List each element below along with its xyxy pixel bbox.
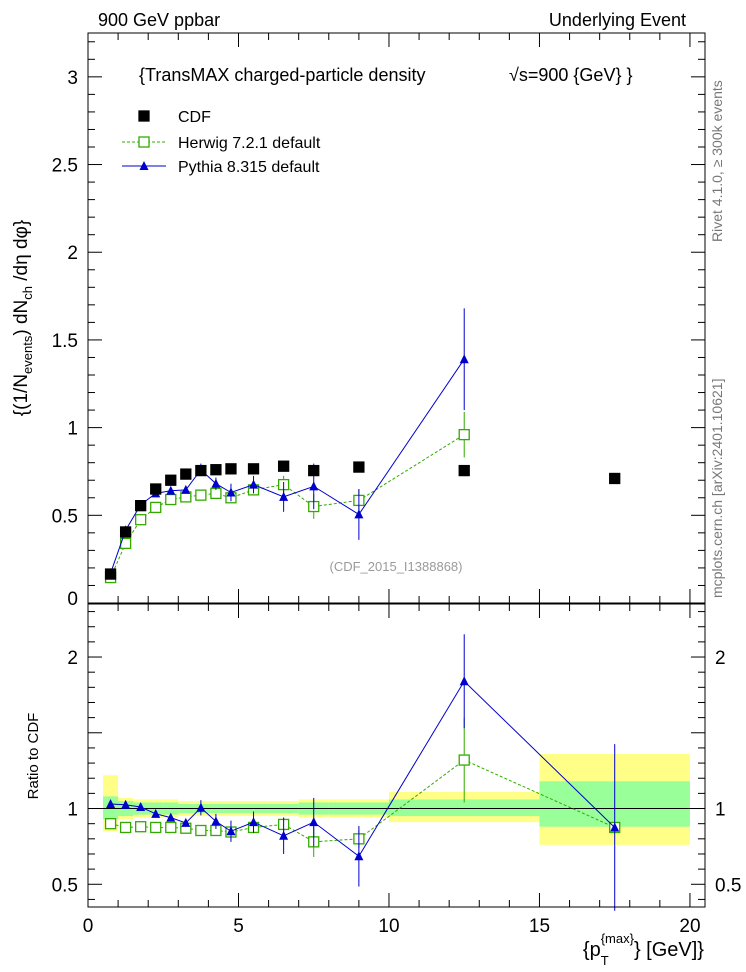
ratio-ylabel: Ratio to CDF [25, 713, 42, 800]
main-cdf-point [247, 463, 260, 475]
main-pythia-point [166, 485, 176, 495]
ratio-ytick-label-right: 0.5 [715, 875, 741, 896]
ratio-ytick-label: 2 [67, 648, 78, 669]
ratio-herwig-point [150, 821, 162, 834]
main-ytick-label: 0.5 [52, 506, 78, 527]
ratio-xtick-label: 0 [83, 916, 94, 937]
main-pythia-point [181, 484, 191, 494]
ratio-herwig-point [458, 754, 470, 766]
ratio-pythia-point [211, 816, 221, 826]
ratio-xtick-label: 5 [233, 916, 244, 937]
ratio-pythia-point [151, 808, 161, 818]
main-ytick-label: 3 [67, 68, 78, 89]
ratio-herwig-point [165, 821, 177, 834]
main-axes: 0.5 1 1.5 2 2.5 3 0 [52, 33, 705, 610]
ratio-pythia-point [196, 802, 206, 812]
main-cdf-point [104, 568, 117, 580]
legend-pythia-label: Pythia 8.315 default [178, 159, 320, 176]
ratio-panel-frame [87, 603, 706, 908]
main-ytick-label-zero: 0 [67, 589, 78, 610]
main-ylabel: {(1/Nevents) dNch /dη dφ} [11, 220, 35, 416]
ratio-pythia-point [249, 817, 259, 827]
main-data-layer [104, 308, 621, 584]
ratio-pythia-point [106, 798, 116, 808]
main-title: {TransMAX charged-particle density [139, 65, 425, 85]
main-cdf-point [150, 483, 162, 495]
main-pythia-point [309, 481, 319, 491]
analysis-id: (CDF_2015_I1388868) [330, 559, 463, 574]
main-cdf-point [135, 500, 147, 512]
x-axis-label: {pT{max}} [GeV]} [583, 931, 704, 968]
main-cdf-point [308, 464, 320, 477]
main-cdf-point [180, 468, 192, 480]
main-cdf-point [225, 463, 237, 475]
main-pythia-point [459, 354, 469, 364]
main-cdf-point [458, 464, 470, 477]
ratio-herwig-point [104, 818, 117, 830]
ratio-xtick-label: 20 [679, 916, 700, 937]
main-pythia-point [226, 487, 236, 497]
main-ytick-label: 1.5 [52, 331, 78, 352]
ratio-data-layer [104, 634, 621, 911]
main-pythia-point [354, 509, 364, 519]
main-herwig-point [195, 489, 207, 501]
ratio-pythia-point [279, 830, 289, 840]
main-herwig-line [110, 434, 465, 578]
ratio-ytick-label-right: 1 [715, 800, 726, 821]
main-cdf-point [119, 526, 132, 538]
header-right: Underlying Event [549, 10, 686, 30]
ratio-pythia-point [166, 812, 176, 822]
main-cdf-point [195, 464, 207, 477]
legend-pythia-marker [139, 161, 149, 170]
main-ytick-label: 2 [67, 243, 78, 264]
ratio-herwig-point [195, 824, 207, 837]
main-cdf-point [353, 461, 365, 473]
rivet-label: Rivet 4.1.0, ≥ 300k events [709, 80, 725, 242]
main-cdf-point [277, 460, 290, 472]
ratio-pythia-point [181, 817, 191, 827]
main-herwig-point [135, 514, 147, 526]
main-ytick-label: 1 [67, 419, 78, 440]
ratio-pythia-point [309, 817, 319, 827]
header-left: 900 GeV ppbar [98, 10, 220, 30]
legend-herwig-marker [138, 136, 150, 148]
main-cdf-point [609, 472, 621, 485]
main-pythia-point [211, 478, 221, 488]
ratio-ytick-label: 0.5 [52, 875, 78, 896]
ratio-pythia-point [136, 802, 146, 812]
legend-cdf-marker [138, 110, 150, 122]
ratio-pythia-point [610, 822, 620, 832]
ratio-axes: 0 5 10 15 20 0.5 0.5 1 1 2 2 [52, 604, 741, 937]
main-cdf-point [165, 474, 177, 486]
ratio-herwig-point [119, 821, 132, 834]
legend-cdf-label: CDF [178, 109, 211, 126]
ratio-pythia-point [354, 851, 364, 861]
main-herwig-point [165, 493, 177, 506]
main-herwig-point [150, 501, 162, 514]
ratio-xtick-label: 15 [529, 916, 550, 937]
main-herwig-point [458, 428, 470, 441]
ratio-pythia-point [459, 676, 469, 686]
main-pythia-point [279, 491, 289, 501]
legend-herwig-label: Herwig 7.2.1 default [178, 135, 321, 152]
main-pythia-point [249, 479, 259, 489]
ratio-herwig-point [135, 821, 147, 833]
main-cdf-point [210, 464, 222, 476]
ratio-pythia-point [226, 826, 236, 836]
ratio-ytick-label: 1 [67, 800, 78, 821]
main-ytick-label: 2.5 [52, 156, 78, 177]
legend: CDF Herwig 7.2.1 default Pythia 8.315 defa… [122, 109, 321, 176]
sqrt-s-label: √s=900 {GeV} } [509, 65, 632, 85]
main-herwig-point [210, 487, 222, 500]
ratio-ytick-label-right: 2 [715, 648, 726, 669]
ratio-xtick-label: 10 [378, 916, 399, 937]
ratio-pythia-point [121, 799, 131, 809]
main-panel-frame [87, 32, 706, 604]
mcplots-label: mcplots.cern.ch [arXiv:2401.10621] [709, 379, 725, 598]
ratio-band-inner [388, 799, 540, 817]
